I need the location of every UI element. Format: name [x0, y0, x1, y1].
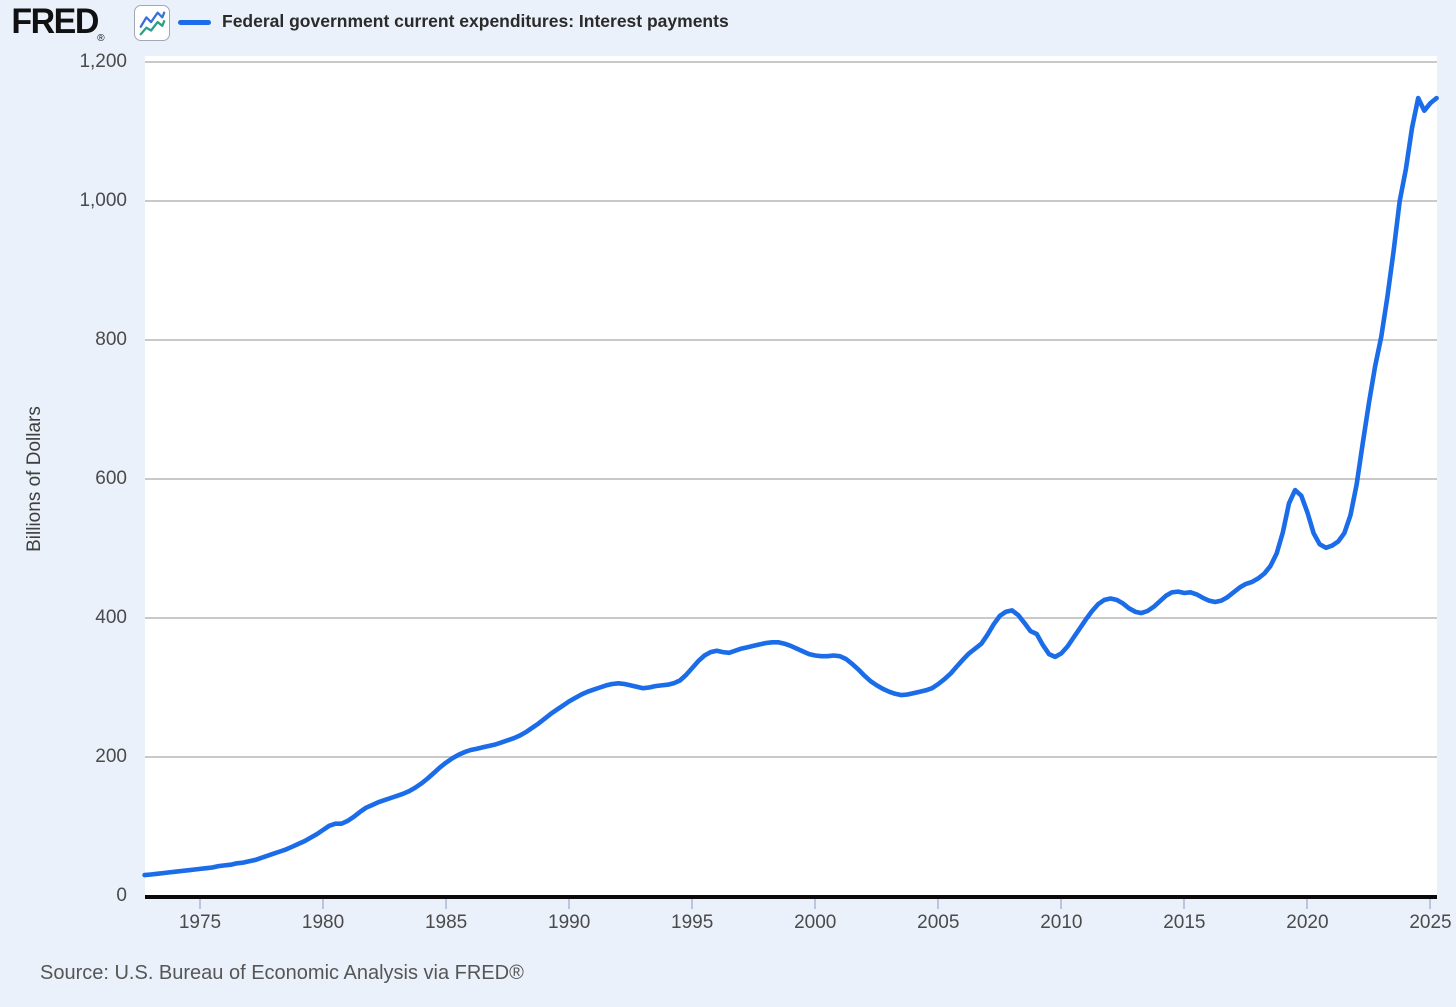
- gridline-600: [144, 478, 1437, 480]
- x-tick-mark-1975: [199, 899, 201, 909]
- legend-line-swatch: [178, 20, 211, 25]
- gridline-1200: [144, 61, 1437, 63]
- x-tick-label-1985: 1985: [424, 912, 468, 933]
- y-tick-label-400: 400: [95, 607, 127, 628]
- y-tick-label-1,000: 1,000: [79, 190, 127, 211]
- x-tick-label-2015: 2015: [1163, 912, 1206, 933]
- gridline-200: [144, 756, 1437, 758]
- y-tick-label-200: 200: [95, 746, 127, 767]
- x-tick-mark-2015: [1183, 899, 1186, 909]
- x-axis-line: [145, 895, 1437, 899]
- x-tick-mark-1995: [691, 899, 694, 909]
- series-title: Federal government current expenditures:…: [222, 11, 729, 31]
- y-tick-label-1,200: 1,200: [79, 51, 127, 72]
- x-tick-mark-2025: [1429, 899, 1432, 909]
- x-tick-label-2000: 2000: [794, 912, 837, 933]
- x-tick-mark-2005: [937, 899, 940, 909]
- fred-logo-text: FRED: [11, 2, 99, 41]
- x-tick-mark-2010: [1060, 899, 1063, 909]
- y-tick-label-800: 800: [95, 329, 127, 350]
- series-line[interactable]: [142, 95, 1439, 878]
- mini-line-chart-icon: [134, 5, 170, 41]
- x-tick-mark-1985: [445, 899, 448, 909]
- registered-mark-icon: ®: [97, 33, 105, 44]
- y-tick-label-600: 600: [95, 468, 127, 489]
- y-tick-label-0: 0: [116, 885, 127, 906]
- x-tick-label-1990: 1990: [548, 912, 591, 933]
- gridline-400: [144, 617, 1437, 619]
- gridline-800: [144, 339, 1437, 341]
- x-tick-label-1975: 1975: [178, 912, 222, 933]
- gridline-1000: [144, 200, 1437, 202]
- x-tick-mark-2000: [814, 899, 817, 909]
- x-tick-label-1980: 1980: [301, 912, 345, 933]
- x-tick-mark-2020: [1306, 899, 1309, 909]
- x-tick-label-2005: 2005: [917, 912, 960, 933]
- fred-logo[interactable]: FRED®: [10, 2, 107, 44]
- x-tick-label-2010: 2010: [1040, 912, 1083, 933]
- x-tick-label-2020: 2020: [1286, 912, 1329, 933]
- x-tick-label-1995: 1995: [671, 912, 714, 933]
- source-note: Source: U.S. Bureau of Economic Analysis…: [40, 962, 524, 984]
- x-tick-mark-1990: [568, 899, 571, 909]
- x-tick-mark-1980: [322, 899, 325, 909]
- x-tick-label-2025: 2025: [1409, 912, 1452, 933]
- mini-line-chart-svg: [139, 11, 166, 36]
